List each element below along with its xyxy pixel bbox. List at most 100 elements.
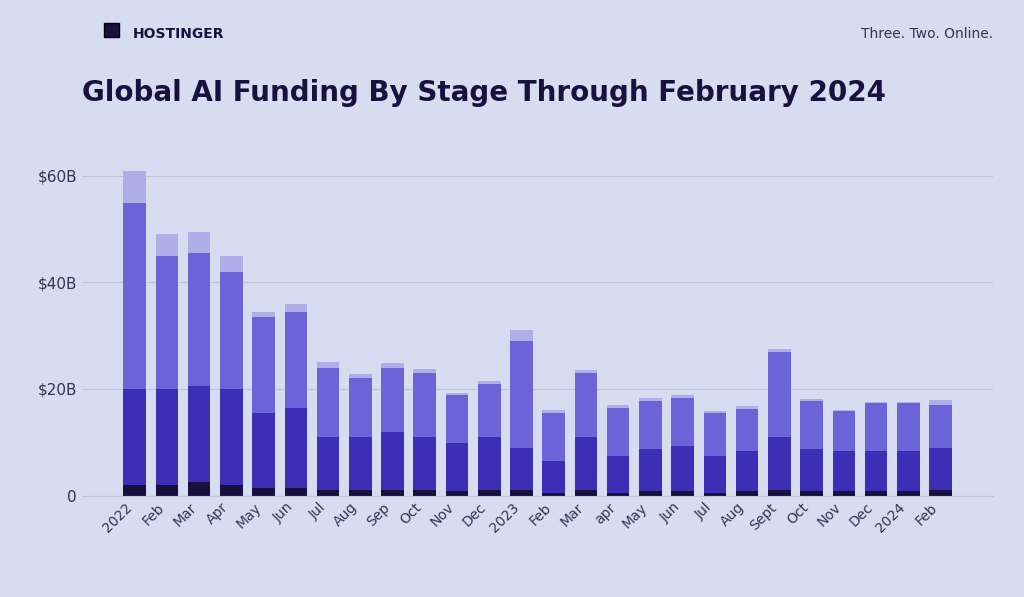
Bar [897, 404, 920, 451]
Bar [865, 491, 888, 496]
Bar [414, 490, 436, 496]
Bar [252, 413, 274, 488]
Bar [736, 409, 759, 451]
Bar [349, 490, 372, 496]
Bar [510, 448, 532, 490]
Bar [478, 437, 501, 490]
Bar [703, 456, 726, 493]
Bar [833, 491, 855, 496]
Bar [285, 312, 307, 408]
Bar [930, 490, 952, 496]
Bar [574, 373, 597, 437]
Bar [478, 490, 501, 496]
Bar [316, 490, 339, 496]
Bar [703, 493, 726, 496]
Bar [123, 202, 145, 389]
Bar [187, 253, 210, 386]
Bar [252, 317, 274, 413]
Bar [736, 491, 759, 496]
Bar [156, 485, 178, 496]
Bar [607, 493, 630, 496]
Bar [574, 437, 597, 490]
Bar [187, 482, 210, 496]
Bar [220, 485, 243, 496]
Bar [703, 413, 726, 456]
Bar [187, 386, 210, 482]
Bar [156, 389, 178, 485]
Bar [349, 437, 372, 490]
Bar [445, 491, 468, 496]
Bar [156, 256, 178, 389]
Bar [510, 341, 532, 448]
Bar [543, 493, 565, 496]
Bar [930, 405, 952, 448]
Bar [833, 451, 855, 491]
Bar [381, 368, 403, 432]
Bar [220, 272, 243, 389]
Bar [123, 485, 145, 496]
Bar [316, 368, 339, 437]
Bar [865, 402, 888, 404]
Bar [414, 437, 436, 490]
Bar [349, 374, 372, 378]
Bar [510, 330, 532, 341]
Bar [736, 406, 759, 409]
Bar [865, 404, 888, 451]
Bar [445, 395, 468, 444]
Bar [639, 448, 662, 491]
Bar [349, 378, 372, 437]
Bar [414, 369, 436, 373]
Bar [607, 408, 630, 456]
Bar [445, 393, 468, 395]
Bar [285, 408, 307, 488]
Bar [252, 312, 274, 317]
Bar [220, 256, 243, 272]
Bar [672, 446, 694, 491]
FancyBboxPatch shape [104, 23, 119, 37]
Bar [672, 395, 694, 398]
Bar [833, 411, 855, 451]
Bar [285, 304, 307, 312]
Bar [381, 364, 403, 368]
Bar [478, 384, 501, 437]
Bar [768, 437, 791, 490]
Bar [639, 398, 662, 401]
Bar [930, 399, 952, 405]
Bar [865, 451, 888, 491]
Bar [897, 491, 920, 496]
Bar [414, 373, 436, 437]
Bar [833, 410, 855, 411]
Bar [381, 432, 403, 490]
Bar [639, 491, 662, 496]
Bar [607, 456, 630, 493]
Bar [930, 448, 952, 490]
Bar [672, 398, 694, 446]
Bar [801, 448, 823, 491]
Bar [187, 232, 210, 253]
Bar [285, 488, 307, 496]
Bar [768, 352, 791, 437]
Text: Three. Two. Online.: Three. Two. Online. [861, 27, 993, 41]
Bar [123, 171, 145, 202]
Bar [123, 389, 145, 485]
Bar [445, 444, 468, 491]
Bar [543, 410, 565, 413]
Text: HOSTINGER: HOSTINGER [133, 27, 224, 41]
Bar [543, 461, 565, 493]
Bar [801, 491, 823, 496]
Bar [672, 491, 694, 496]
Bar [897, 402, 920, 404]
Bar [316, 362, 339, 368]
Bar [156, 235, 178, 256]
Bar [768, 349, 791, 352]
Bar [220, 389, 243, 485]
Bar [574, 490, 597, 496]
Bar [639, 401, 662, 448]
Bar [801, 401, 823, 448]
Bar [510, 490, 532, 496]
Bar [574, 370, 597, 373]
Bar [607, 405, 630, 408]
Bar [381, 490, 403, 496]
Bar [801, 399, 823, 401]
Bar [252, 488, 274, 496]
